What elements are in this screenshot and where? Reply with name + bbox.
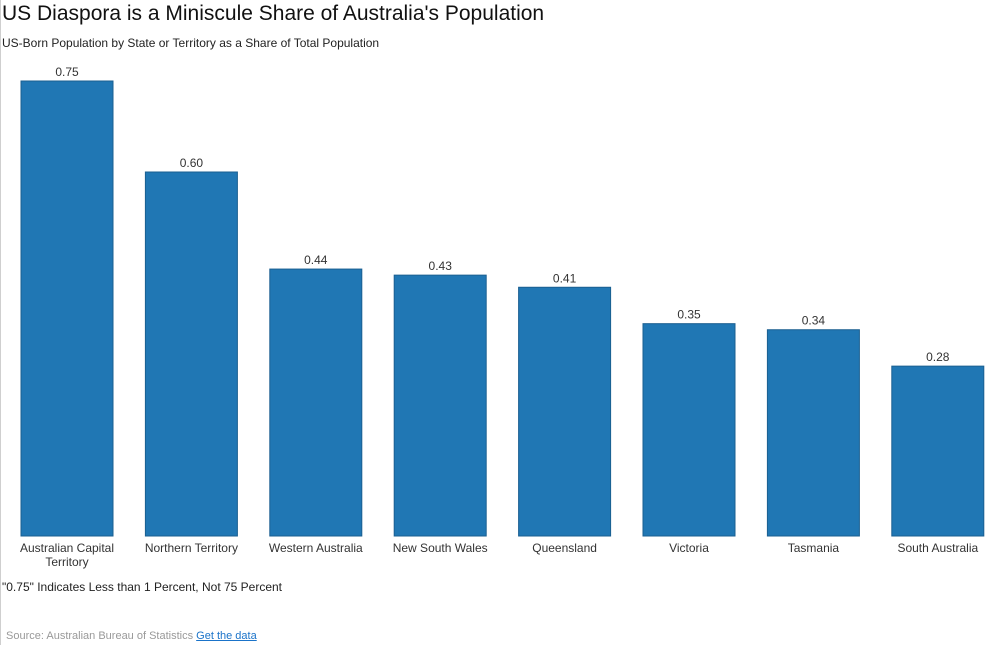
chart-note: "0.75" Indicates Less than 1 Percent, No… (2, 580, 283, 594)
source-line: Source: Australian Bureau of Statistics … (6, 630, 257, 642)
category-label-western-australia: Western Australia (269, 541, 363, 555)
get-the-data-link[interactable]: Get the data (196, 630, 257, 642)
chart-title: US Diaspora is a Miniscule Share of Aust… (2, 2, 545, 25)
value-label-tasmania: 0.34 (802, 314, 826, 328)
value-label-northern-territory: 0.60 (180, 156, 204, 170)
bars-group (20, 80, 985, 537)
category-label-australian-capital-territory: Australian Capital Territory (20, 541, 114, 569)
category-label-new-south-wales: New South Wales (393, 541, 488, 555)
category-label-south-australia: South Australia (897, 541, 978, 555)
bar-tasmania (766, 329, 860, 537)
category-labels-group: Australian Capital Territory Northern Terr… (20, 541, 979, 569)
category-label-queensland: Queensland (532, 541, 597, 555)
bar-new-south-wales (393, 274, 487, 537)
category-label-victoria: Victoria (669, 541, 709, 555)
value-label-queensland: 0.41 (553, 271, 577, 285)
bar-western-australia (269, 268, 363, 537)
bar-victoria (642, 323, 736, 537)
value-label-australian-capital-territory: 0.75 (55, 65, 79, 79)
bar-australian-capital-territory (20, 80, 114, 537)
bar-queensland (518, 286, 612, 537)
value-labels-group: 0.75 0.60 0.44 0.43 0.41 0.35 0.34 0.28 (55, 65, 949, 364)
bar-northern-territory (144, 171, 238, 537)
chart-subtitle: US-Born Population by State or Territory… (2, 36, 380, 50)
value-label-victoria: 0.35 (677, 308, 701, 322)
bar-south-australia (891, 365, 985, 537)
value-label-western-australia: 0.44 (304, 253, 328, 267)
source-text: Source: Australian Bureau of Statistics (6, 630, 194, 642)
value-label-new-south-wales: 0.43 (429, 259, 453, 273)
category-label-tasmania: Tasmania (788, 541, 840, 555)
value-label-south-australia: 0.28 (926, 350, 950, 364)
category-label-northern-territory: Northern Territory (145, 541, 238, 555)
